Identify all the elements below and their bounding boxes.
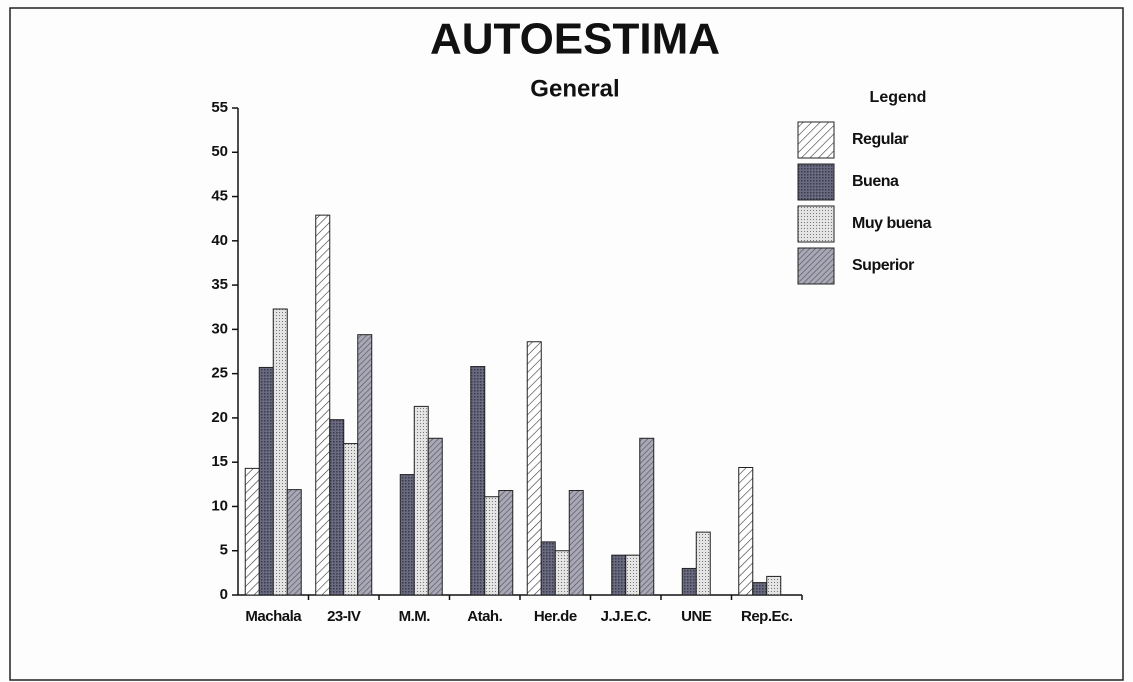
bar	[681, 567, 697, 596]
bar	[752, 582, 768, 596]
bar	[526, 341, 542, 596]
y-tick-label: 20	[211, 409, 228, 426]
bar	[611, 554, 627, 596]
x-tick-label: Machala	[245, 608, 302, 625]
bar	[738, 466, 754, 596]
bar	[639, 437, 655, 596]
x-tick-label: Atah.	[467, 608, 502, 625]
bar	[329, 419, 345, 596]
legend-swatch	[797, 121, 835, 159]
legend-swatch	[797, 247, 835, 285]
bar	[357, 334, 373, 596]
legend-label: Buena	[852, 173, 899, 190]
legend-label: Superior	[852, 257, 914, 274]
bar	[244, 467, 260, 596]
legend-label: Regular	[852, 131, 908, 148]
bar	[568, 490, 584, 596]
bar	[554, 550, 570, 596]
x-tick-label: Her.de	[534, 608, 577, 625]
x-tick-label: J.J.E.C.	[601, 608, 652, 625]
bar	[399, 474, 415, 596]
legend-swatch	[797, 205, 835, 243]
legend-label: Muy buena	[852, 215, 932, 232]
y-tick-label: 50	[211, 143, 228, 160]
x-tick-label: Rep.Ec.	[741, 608, 793, 625]
bar	[470, 366, 486, 596]
y-tick-label: 45	[211, 188, 228, 205]
y-tick-label: 30	[211, 320, 228, 337]
bar	[343, 443, 359, 596]
y-tick-label: 0	[220, 586, 228, 603]
bar	[427, 437, 443, 596]
bar	[625, 554, 641, 596]
bar	[258, 366, 274, 596]
bar	[286, 489, 302, 596]
legend-swatch	[797, 163, 835, 201]
y-tick-label: 40	[211, 232, 228, 249]
x-tick-label: M.M.	[399, 608, 431, 625]
y-tick-label: 35	[211, 276, 228, 293]
chart-subtitle: General	[530, 75, 619, 102]
y-tick-label: 5	[220, 542, 228, 559]
x-tick-label: 23-IV	[327, 608, 361, 625]
bar	[498, 490, 514, 596]
chart-title: AUTOESTIMA	[430, 15, 720, 64]
legend-title: Legend	[870, 89, 927, 106]
bar	[484, 496, 500, 596]
bar	[272, 308, 288, 596]
frame	[9, 7, 1124, 681]
y-tick-label: 15	[211, 453, 228, 470]
y-tick-label: 55	[211, 99, 228, 116]
x-tick-label: UNE	[681, 608, 712, 625]
bar	[315, 214, 331, 596]
bar	[766, 575, 782, 596]
y-tick-label: 25	[211, 365, 228, 382]
y-tick-label: 10	[211, 497, 228, 514]
bar	[540, 541, 556, 596]
bar	[695, 531, 711, 596]
bar	[413, 405, 429, 596]
